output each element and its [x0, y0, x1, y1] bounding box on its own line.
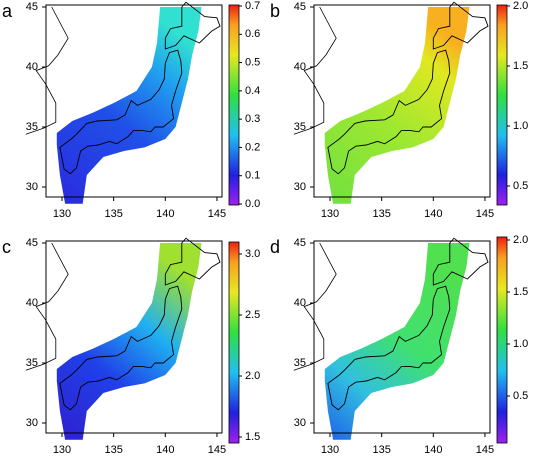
colorbar-scale	[228, 241, 240, 444]
x-tick-label: 135	[372, 208, 390, 220]
y-tick-label: 40	[26, 297, 38, 309]
map-panel: a 130 135 140 145 45 40 35 30	[2, 1, 226, 220]
map-frame	[313, 4, 491, 198]
x-tick-label: 130	[321, 208, 339, 220]
colorbar-scale	[228, 4, 240, 206]
colorbar-tick-label: 1.5	[513, 286, 528, 298]
colorbar-tick-label: 0.4	[245, 85, 260, 97]
colorbar-tick-label: 0.6	[245, 28, 260, 40]
y-tick-label: 30	[294, 417, 306, 429]
coastline	[59, 49, 183, 175]
x-tick-label: 140	[156, 208, 174, 220]
x-tick-label: 130	[53, 208, 71, 220]
y-tick-label: 45	[26, 1, 38, 13]
colorbar-tick-label: 0.5	[513, 180, 528, 192]
coastline	[327, 49, 451, 175]
x-tick-label: 140	[156, 444, 174, 456]
coastline	[164, 237, 221, 286]
x-tick-label: 140	[424, 444, 442, 456]
map-frame	[313, 240, 491, 434]
coastline	[59, 285, 183, 411]
x-tick-label: 145	[208, 208, 226, 220]
map-panel: c 130 135 140 145 45 40 35 30	[2, 237, 226, 456]
coastline	[432, 237, 489, 286]
y-tick-label: 45	[26, 237, 38, 249]
map-frame	[45, 4, 223, 198]
colorbar-scale	[496, 236, 508, 444]
x-tick-label: 145	[476, 444, 494, 456]
colorbar-tick-label: 0.5	[245, 56, 260, 68]
y-tick-label: 45	[294, 237, 306, 249]
colorbar: 0.7 0.6 0.5 0.4 0.3 0.2 0.1 0.0	[228, 0, 260, 210]
colorbar-tick-label: 2.0	[245, 370, 260, 382]
coastline	[293, 6, 337, 135]
colorbar-tick-label: 0.0	[245, 198, 260, 210]
colorbar-scale	[496, 4, 508, 206]
colorbar-tick-label: 1.0	[513, 120, 528, 132]
y-tick-label: 40	[294, 61, 306, 73]
colorbar-tick-label: 0.3	[245, 113, 260, 125]
colorbar-tick-label: 3.0	[245, 248, 260, 260]
panel-letter: c	[2, 237, 11, 257]
colorbar-tick-label: 0.2	[245, 141, 260, 153]
coastline	[327, 285, 451, 411]
y-tick-label: 30	[26, 181, 38, 193]
map-panel: b 130 135 140 145 45 40 35 30	[270, 1, 494, 220]
x-tick-label: 135	[104, 444, 122, 456]
y-tick-label: 35	[294, 357, 306, 369]
map-panel: d 130 135 140 145 45 40 35 30	[270, 237, 494, 456]
y-tick-label: 30	[294, 181, 306, 193]
y-tick-label: 40	[294, 297, 306, 309]
x-tick-label: 135	[372, 444, 390, 456]
colorbar-tick-label: 2.0	[513, 0, 528, 12]
colorbar-tick-label: 1.5	[513, 60, 528, 72]
colorbar-tick-label: 1.5	[245, 431, 260, 443]
x-tick-label: 135	[104, 208, 122, 220]
map-frame	[45, 240, 223, 434]
colorbar: 2.0 1.5 1.0 0.5	[496, 0, 528, 206]
colorbar: 2.0 1.5 1.0 0.5	[496, 234, 528, 444]
y-tick-label: 35	[26, 357, 38, 369]
x-tick-label: 140	[424, 208, 442, 220]
panel-letter: a	[2, 1, 13, 21]
coastline	[25, 6, 69, 135]
x-tick-label: 145	[476, 208, 494, 220]
colorbar-tick-label: 0.1	[245, 170, 260, 182]
y-tick-label: 40	[26, 61, 38, 73]
x-tick-label: 130	[53, 444, 71, 456]
coastline	[164, 1, 221, 50]
y-tick-label: 35	[294, 121, 306, 133]
colorbar-tick-label: 1.0	[513, 338, 528, 350]
colorbar-tick-label: 2.5	[245, 309, 260, 321]
panel-letter: b	[270, 1, 280, 21]
x-tick-label: 130	[321, 444, 339, 456]
coastline	[432, 1, 489, 50]
y-tick-label: 30	[26, 417, 38, 429]
colorbar: 3.0 2.5 2.0 1.5	[228, 241, 260, 444]
colorbar-tick-label: 2.0	[513, 234, 528, 246]
coastline	[25, 242, 69, 371]
coastline	[293, 242, 337, 371]
y-tick-label: 35	[26, 121, 38, 133]
x-tick-label: 145	[208, 444, 226, 456]
colorbar-tick-label: 0.7	[245, 0, 260, 12]
colorbar-tick-label: 0.5	[513, 390, 528, 402]
panel-letter: d	[270, 237, 280, 257]
y-tick-label: 45	[294, 1, 306, 13]
